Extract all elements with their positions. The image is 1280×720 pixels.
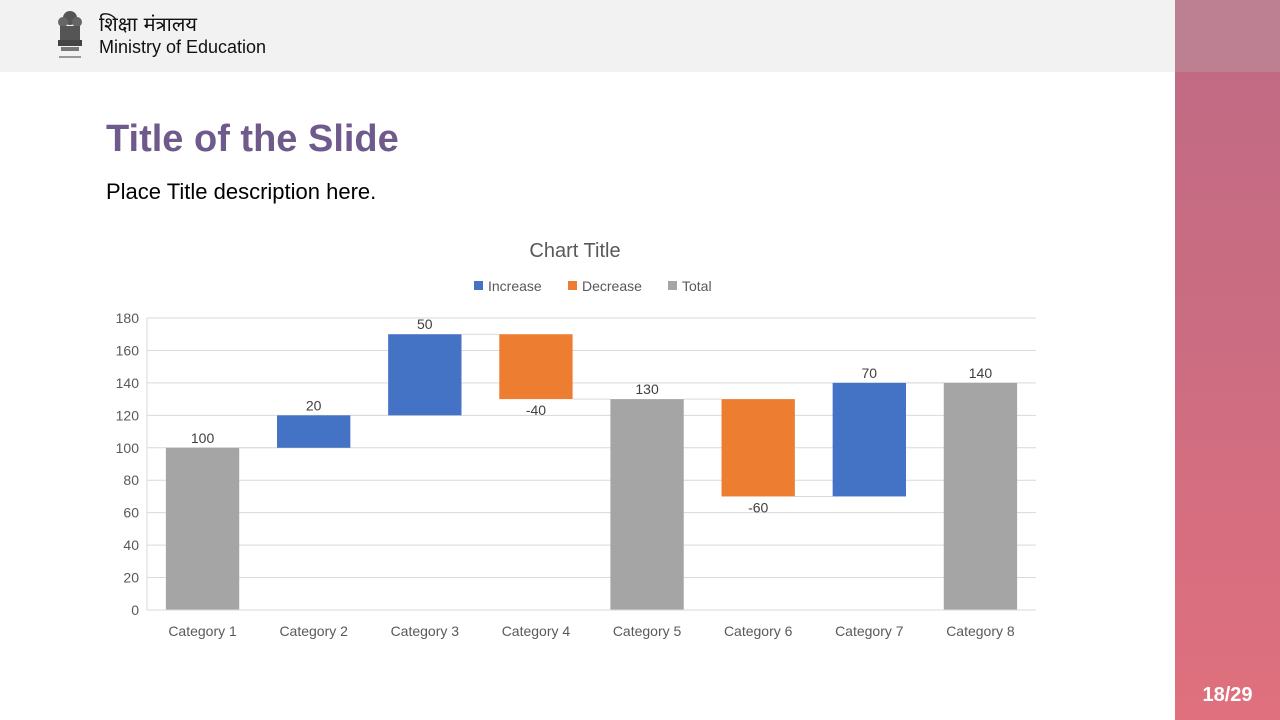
x-tick-label: Category 4 [502, 623, 571, 639]
bar [388, 334, 462, 416]
x-tick-label: Category 3 [391, 623, 460, 639]
data-label: 50 [417, 316, 433, 332]
header-bar [0, 0, 1175, 72]
x-axis: Category 1 Category 2 Category 3 Category 4… [147, 609, 1036, 639]
bar [610, 399, 684, 610]
bar [832, 382, 906, 497]
ministry-name-english: Ministry of Education [99, 37, 267, 57]
x-tick-label: Category 7 [835, 623, 904, 639]
data-label: 130 [635, 381, 659, 397]
y-tick-label: 80 [123, 472, 139, 488]
y-axis: 0 20 40 60 80 100 120 140 160 180 [116, 310, 148, 618]
chart-bars [165, 334, 1018, 610]
x-tick-label: Category 5 [613, 623, 682, 639]
x-tick-label: Category 6 [724, 623, 793, 639]
chart-legend: Increase Decrease Total [474, 278, 712, 294]
data-label: 140 [969, 365, 993, 381]
data-label: 20 [306, 397, 322, 413]
bar [721, 399, 795, 497]
x-tick-label: Category 8 [946, 623, 1015, 639]
slide-description: Place Title description here. [106, 179, 377, 204]
bar [943, 382, 1018, 610]
waterfall-chart: Chart Title Increase Decrease Total 0 20 40 6… [116, 240, 1036, 639]
side-decoration-top [1175, 0, 1280, 72]
data-label: 100 [191, 430, 215, 446]
national-emblem-icon [58, 11, 82, 58]
data-label: 70 [862, 365, 878, 381]
legend-swatch [568, 281, 577, 290]
legend-label: Increase [488, 278, 542, 294]
data-label: -40 [526, 402, 546, 418]
chart-connectors [239, 333, 944, 497]
x-tick-label: Category 2 [279, 623, 348, 639]
chart-data-labels: 100 20 50 -40 130 -60 70 140 [191, 316, 992, 515]
y-tick-label: 100 [116, 440, 140, 456]
legend-label: Total [682, 278, 712, 294]
y-tick-label: 140 [116, 375, 140, 391]
side-decoration-bar [1175, 0, 1280, 720]
y-tick-label: 20 [123, 570, 139, 586]
y-tick-label: 180 [116, 310, 140, 326]
y-tick-label: 160 [116, 342, 140, 358]
slide-title: Title of the Slide [106, 118, 399, 160]
page-number: 18/29 [1202, 684, 1253, 706]
y-tick-label: 40 [123, 537, 139, 553]
legend-swatch [668, 281, 677, 290]
y-tick-label: 0 [131, 602, 139, 618]
bar [499, 334, 573, 400]
legend-label: Decrease [582, 278, 642, 294]
legend-swatch [474, 281, 483, 290]
y-tick-label: 120 [116, 407, 140, 423]
y-tick-label: 60 [123, 505, 139, 521]
bar [277, 415, 351, 448]
data-label: -60 [748, 499, 768, 515]
chart-title: Chart Title [529, 240, 620, 262]
bar [165, 447, 240, 610]
ministry-name-hindi: शिक्षा मंत्रालय [99, 12, 197, 36]
x-tick-label: Category 1 [168, 623, 237, 639]
